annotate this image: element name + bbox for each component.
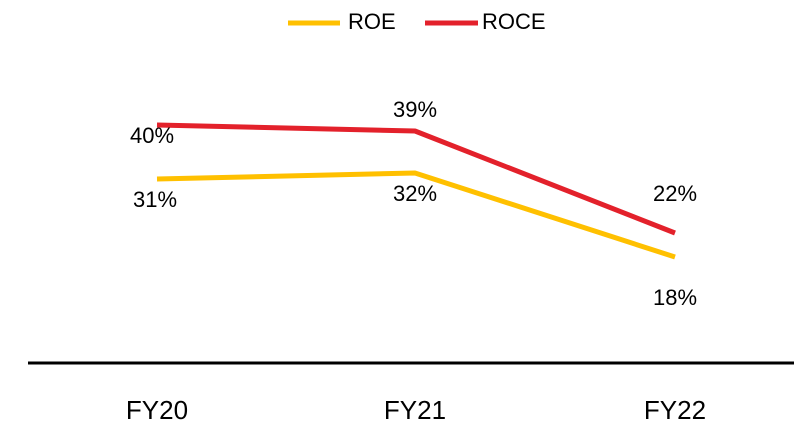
- series-line: [156, 122, 676, 236]
- series-line: [156, 170, 676, 260]
- data-label: 22%: [653, 181, 697, 206]
- x-tick-label: FY21: [384, 395, 446, 425]
- legend-label: ROE: [348, 9, 396, 34]
- data-label: 39%: [393, 97, 437, 122]
- x-tick-label: FY22: [644, 395, 706, 425]
- data-label: 31%: [133, 187, 177, 212]
- data-label: 32%: [393, 181, 437, 206]
- data-label: 18%: [653, 285, 697, 310]
- x-tick-label: FY20: [126, 395, 188, 425]
- legend-label: ROCE: [482, 9, 546, 34]
- data-label: 40%: [130, 123, 174, 148]
